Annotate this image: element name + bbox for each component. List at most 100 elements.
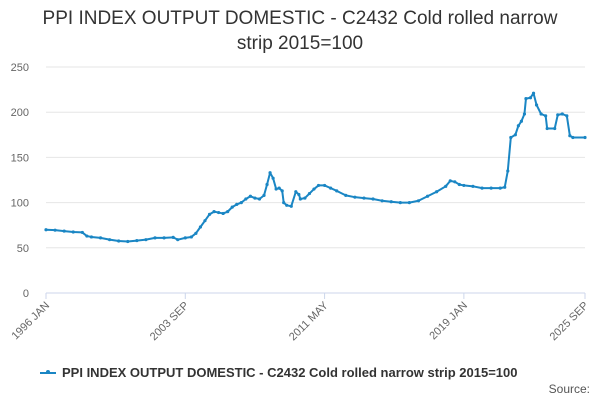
data-point[interactable] [480, 186, 484, 190]
data-point[interactable] [453, 180, 457, 184]
data-point[interactable] [539, 112, 543, 116]
data-point[interactable] [107, 238, 112, 242]
data-point[interactable] [268, 171, 272, 175]
data-point[interactable] [556, 113, 560, 117]
data-point[interactable] [568, 134, 572, 138]
data-point[interactable] [516, 124, 520, 128]
data-point[interactable] [416, 199, 421, 203]
data-point[interactable] [571, 135, 575, 140]
data-point[interactable] [329, 186, 333, 190]
data-point[interactable] [282, 201, 286, 205]
data-point[interactable] [207, 212, 212, 216]
data-point[interactable] [189, 235, 193, 239]
data-point[interactable] [277, 186, 281, 190]
data-point[interactable] [226, 210, 230, 214]
data-point[interactable] [583, 135, 587, 140]
data-point[interactable] [271, 176, 275, 180]
data-point[interactable] [257, 197, 262, 201]
data-point[interactable] [519, 119, 524, 123]
data-point[interactable] [545, 126, 549, 131]
data-point[interactable] [425, 194, 430, 198]
x-tick-label: 2011 MAY [287, 299, 331, 343]
data-point[interactable] [435, 190, 439, 194]
data-point[interactable] [344, 193, 348, 197]
data-point[interactable] [353, 195, 357, 199]
data-point[interactable] [524, 97, 528, 101]
data-point[interactable] [448, 179, 452, 183]
data-point[interactable] [126, 239, 130, 244]
data-point[interactable] [98, 236, 103, 240]
data-point[interactable] [71, 230, 75, 234]
data-point[interactable] [380, 199, 384, 203]
data-point[interactable] [371, 197, 375, 201]
data-point[interactable] [509, 135, 513, 140]
data-point[interactable] [85, 234, 89, 238]
data-point[interactable] [457, 182, 461, 187]
data-point[interactable] [285, 203, 289, 207]
data-point[interactable] [489, 186, 493, 190]
data-point[interactable] [253, 196, 257, 200]
data-point[interactable] [298, 197, 302, 201]
data-point[interactable] [212, 210, 216, 214]
data-point[interactable] [307, 191, 312, 196]
data-point[interactable] [176, 238, 180, 242]
data-point[interactable] [498, 186, 502, 190]
data-point[interactable] [53, 228, 57, 232]
data-point[interactable] [89, 235, 94, 239]
data-point[interactable] [265, 182, 269, 187]
data-point[interactable] [335, 189, 339, 193]
data-point[interactable] [506, 169, 510, 173]
data-point[interactable] [244, 197, 248, 201]
data-point[interactable] [239, 201, 243, 205]
data-point[interactable] [162, 236, 166, 240]
legend[interactable]: PPI INDEX OUTPUT DOMESTIC - C2432 Cold r… [40, 365, 517, 380]
data-point[interactable] [565, 114, 569, 118]
data-point[interactable] [322, 183, 327, 188]
data-point[interactable] [389, 200, 393, 204]
data-point[interactable] [503, 185, 507, 189]
data-point[interactable] [274, 187, 278, 191]
data-point[interactable] [398, 201, 402, 205]
data-point[interactable] [513, 133, 517, 137]
data-point[interactable] [553, 126, 557, 131]
series-line[interactable] [45, 92, 585, 243]
data-point[interactable] [560, 112, 564, 116]
data-point[interactable] [444, 184, 448, 188]
data-point[interactable] [528, 96, 533, 100]
data-point[interactable] [303, 196, 307, 200]
data-point[interactable] [153, 236, 157, 240]
data-point[interactable] [44, 228, 48, 232]
data-point[interactable] [135, 238, 139, 243]
data-point[interactable] [262, 193, 266, 197]
data-point[interactable] [280, 189, 284, 193]
data-point[interactable] [62, 229, 66, 233]
data-point[interactable] [144, 238, 148, 242]
data-point[interactable] [235, 202, 239, 207]
data-point[interactable] [183, 236, 187, 240]
data-point[interactable] [203, 219, 207, 223]
data-point[interactable] [221, 211, 225, 216]
data-point[interactable] [531, 91, 536, 95]
data-point[interactable] [534, 103, 539, 107]
y-tick-label: 50 [17, 243, 29, 255]
data-point[interactable] [80, 230, 84, 235]
data-point[interactable] [117, 239, 121, 243]
data-point[interactable] [407, 201, 411, 205]
data-point[interactable] [198, 225, 203, 229]
data-point[interactable] [194, 231, 198, 235]
data-point[interactable] [217, 210, 221, 215]
x-axis: 1996 JAN 2003 SEP 2011 MAY 2019 JAN 2025 SEP [9, 292, 591, 343]
data-point[interactable] [230, 205, 234, 209]
data-point[interactable] [248, 194, 252, 198]
data-point[interactable] [316, 183, 321, 188]
data-point[interactable] [294, 190, 298, 194]
data-point[interactable] [462, 183, 466, 188]
data-point[interactable] [471, 184, 475, 188]
data-point[interactable] [312, 187, 316, 191]
data-point[interactable] [522, 112, 527, 116]
data-point[interactable] [297, 192, 301, 197]
data-point[interactable] [289, 204, 293, 208]
data-point[interactable] [362, 196, 366, 200]
data-point[interactable] [544, 114, 548, 118]
data-point[interactable] [171, 235, 175, 240]
